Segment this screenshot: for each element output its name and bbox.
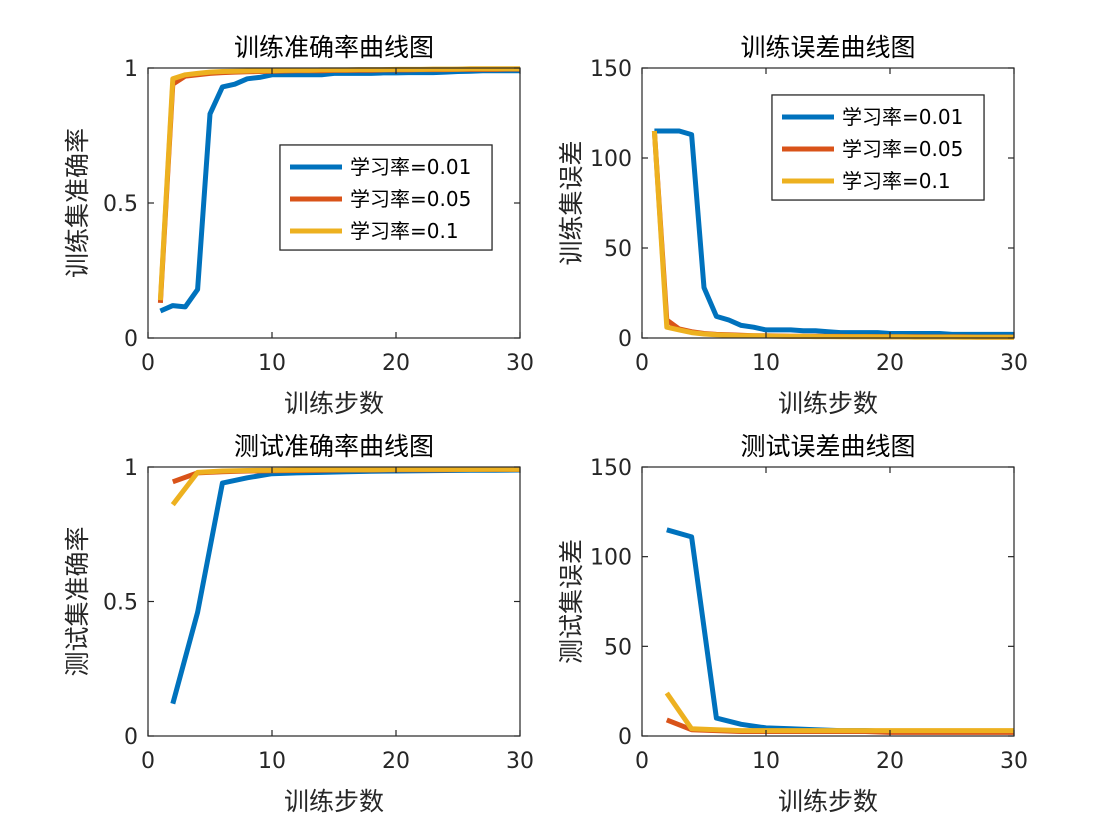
chart-title: 测试准确率曲线图	[234, 432, 434, 461]
axes-box	[641, 67, 1015, 339]
y-axis-label: 测试集误差	[557, 539, 586, 664]
x-tick-label: 0	[141, 749, 155, 774]
legend-label-1: 学习率=0.01	[350, 155, 471, 179]
series-line-1	[666, 527, 1014, 734]
series-line-3	[170, 466, 520, 507]
legend-label-3: 学习率=0.1	[350, 219, 459, 243]
y-tick-label: 50	[604, 237, 632, 262]
chart-panel-3: 0 10 20 3000.51测试准确率曲线图训练步数测试集准确率学习率=0.01学习…	[63, 144, 534, 816]
y-tick-label: 0.5	[103, 192, 138, 217]
y-tick-label: 1	[124, 57, 138, 82]
y-axis-label: 训练集准确率	[63, 128, 92, 278]
chart-title: 测试误差曲线图	[740, 432, 915, 461]
legend-label-1: 学习率=0.01	[842, 105, 963, 129]
legend-label-2: 学习率=0.05	[350, 187, 471, 211]
x-tick-label: 20	[876, 351, 904, 376]
x-tick-label: 30	[506, 749, 534, 774]
x-tick-label: 20	[382, 351, 410, 376]
chart-title: 训练误差曲线图	[740, 33, 915, 62]
y-tick-label: 0.5	[103, 591, 138, 616]
x-tick-label: 0	[635, 749, 649, 774]
x-tick-label: 30	[1000, 351, 1028, 376]
x-tick-label: 10	[258, 749, 286, 774]
y-tick-label: 150	[590, 57, 632, 82]
chart-panel-4: 0 10 20 30050100150测试误差曲线图训练步数测试集误差学习率=0.01…	[557, 94, 1028, 816]
x-tick-label: 10	[752, 351, 780, 376]
y-axis-label: 训练集误差	[557, 140, 586, 265]
x-tick-label: 0	[635, 351, 649, 376]
y-tick-label: 100	[590, 546, 632, 571]
x-axis-label: 训练步数	[778, 389, 878, 418]
x-axis-label: 训练步数	[284, 787, 384, 816]
series-line-3	[664, 691, 1014, 734]
legend-label-2: 学习率=0.05	[842, 137, 963, 161]
x-tick-label: 10	[752, 749, 780, 774]
axes-box	[641, 466, 1015, 737]
legend: 学习率=0.01 学习率=0.05 学习率=0.1	[771, 94, 985, 201]
series-line-3	[651, 130, 1014, 340]
y-tick-label: 0	[618, 725, 632, 750]
x-axis-label: 训练步数	[284, 389, 384, 418]
legend-label-3: 学习率=0.1	[842, 169, 951, 193]
x-tick-label: 20	[876, 749, 904, 774]
chart-title: 训练准确率曲线图	[234, 33, 434, 62]
y-axis-label: 测试集准确率	[63, 526, 92, 676]
y-tick-label: 100	[590, 147, 632, 172]
x-tick-label: 30	[1000, 749, 1028, 774]
series-line-1	[170, 467, 521, 705]
x-tick-label: 20	[382, 749, 410, 774]
y-tick-label: 150	[590, 456, 632, 481]
x-tick-label: 0	[141, 351, 155, 376]
y-tick-label: 50	[604, 635, 632, 660]
x-tick-label: 30	[506, 351, 534, 376]
y-tick-label: 0	[124, 725, 138, 750]
x-axis-label: 训练步数	[778, 787, 878, 816]
y-tick-label: 0	[618, 327, 632, 352]
y-tick-label: 0	[124, 327, 138, 352]
series-line-3	[157, 66, 520, 301]
axes-box	[147, 466, 521, 737]
legend: 学习率=0.01 学习率=0.05 学习率=0.1	[279, 144, 493, 251]
x-tick-label: 10	[258, 351, 286, 376]
y-tick-label: 1	[124, 456, 138, 481]
